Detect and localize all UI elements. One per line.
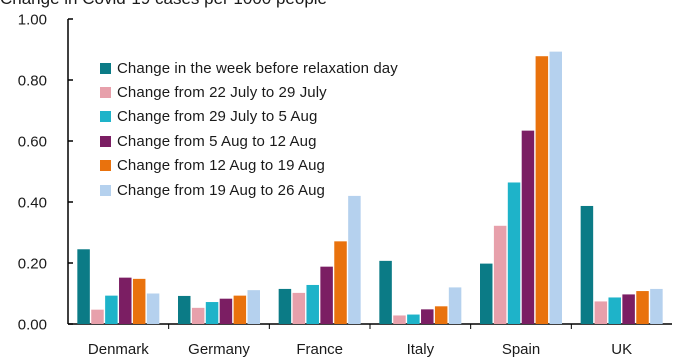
bar <box>348 195 361 324</box>
legend-label: Change from 12 Aug to 19 Aug <box>117 157 325 175</box>
bar <box>320 266 333 324</box>
bar <box>77 249 90 324</box>
x-tick-label: UK <box>611 341 632 357</box>
bar <box>91 309 104 324</box>
legend-label: Change from 19 Aug to 26 Aug <box>117 181 325 199</box>
bar <box>219 298 233 324</box>
bar <box>521 130 535 324</box>
bar <box>636 291 649 324</box>
legend-item: Change from 5 Aug to 12 Aug <box>100 129 398 153</box>
y-tick-label: 0.60 <box>18 134 47 151</box>
legend-item: Change from 12 Aug to 19 Aug <box>100 154 398 178</box>
bar <box>205 302 219 324</box>
legend-label: Change from 29 July to 5 Aug <box>117 108 318 126</box>
bar <box>119 277 132 324</box>
legend-swatch <box>100 62 111 74</box>
chart-legend: Change in the week before relaxation day… <box>100 56 398 202</box>
x-tick-label: Denmark <box>88 341 149 357</box>
bar <box>379 260 392 324</box>
bar <box>247 290 260 324</box>
x-tick-label: Germany <box>188 341 250 357</box>
legend-label: Change from 5 Aug to 12 Aug <box>117 132 317 150</box>
bar <box>650 288 663 324</box>
bar <box>594 301 608 324</box>
bar <box>507 182 521 324</box>
x-tick-label: Spain <box>502 341 540 357</box>
legend-swatch <box>100 111 111 123</box>
bar <box>334 241 347 324</box>
bar <box>233 295 247 324</box>
bar <box>580 205 594 324</box>
legend-item: Change from 22 July to 29 July <box>100 80 398 104</box>
x-tick-label: France <box>296 341 343 357</box>
legend-swatch <box>100 160 111 172</box>
bar <box>105 295 118 324</box>
y-tick-label: 0.20 <box>18 256 47 273</box>
legend-item: Change from 29 July to 5 Aug <box>100 105 398 129</box>
legend-swatch <box>100 135 111 147</box>
y-tick-label: 0.40 <box>18 195 47 212</box>
bar <box>549 51 562 324</box>
bar <box>480 263 493 324</box>
y-tick-label: 0.00 <box>18 317 47 334</box>
bar <box>191 307 205 324</box>
bar <box>448 287 462 324</box>
x-tick-label: Italy <box>407 341 435 357</box>
bar <box>535 56 549 325</box>
bar <box>292 292 306 324</box>
legend-swatch <box>100 184 111 196</box>
bar <box>434 306 448 324</box>
legend-label: Change from 22 July to 29 July <box>117 84 327 102</box>
legend-item: Change from 19 Aug to 26 Aug <box>100 178 398 202</box>
bar <box>306 284 319 324</box>
y-tick-label: 0.80 <box>18 73 47 90</box>
bar <box>421 309 434 324</box>
bar <box>407 314 420 324</box>
bar <box>393 315 406 324</box>
bar <box>132 278 146 324</box>
bar <box>493 225 507 324</box>
legend-label: Change in the week before relaxation day <box>117 59 398 77</box>
bar <box>608 297 621 324</box>
bar <box>146 293 160 324</box>
legend-swatch <box>100 87 111 99</box>
y-tick-label: 1.00 <box>18 12 47 29</box>
legend-item: Change in the week before relaxation day <box>100 56 398 80</box>
bar <box>622 294 635 324</box>
bar <box>178 295 191 324</box>
chart-title: Change in Covid-19 cases per 1000 people <box>0 0 327 9</box>
bar <box>278 288 292 324</box>
